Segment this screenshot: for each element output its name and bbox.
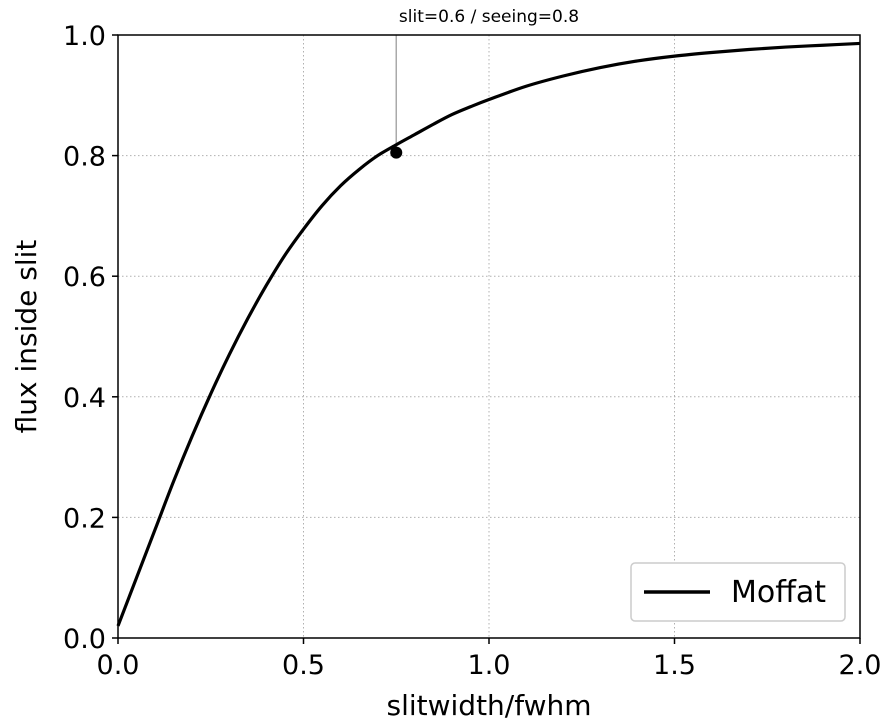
x-tick-label: 0.0: [97, 650, 140, 681]
x-tick-label: 1.0: [468, 650, 511, 681]
y-tick-label: 0.4: [63, 383, 106, 414]
x-tick-label: 1.5: [653, 650, 696, 681]
y-tick-label: 1.0: [63, 21, 106, 52]
x-axis-label: slitwidth/fwhm: [386, 689, 591, 721]
chart-title: slit=0.6 / seeing=0.8: [399, 7, 579, 27]
y-tick-label: 0.2: [63, 503, 106, 534]
legend: Moffat: [630, 562, 846, 622]
y-tick-label: 0.6: [63, 262, 106, 293]
ticks-layer: 0.0 0.5 1.0 1.5 2.0 0.0 0.2 0.4 0.6 0.8 1.0: [63, 21, 881, 681]
x-tick-label: 2.0: [839, 650, 882, 681]
series-line-moffat: [116, 41, 861, 627]
y-tick-label: 0.0: [63, 624, 106, 655]
series-layer: [116, 41, 861, 627]
data-point-marker: [390, 146, 403, 159]
legend-box: [630, 562, 846, 622]
y-tick-label: 0.8: [63, 142, 106, 173]
x-tick-label: 0.5: [282, 650, 325, 681]
legend-label-moffat: Moffat: [731, 575, 826, 610]
y-axis-label: flux inside slit: [10, 240, 43, 434]
